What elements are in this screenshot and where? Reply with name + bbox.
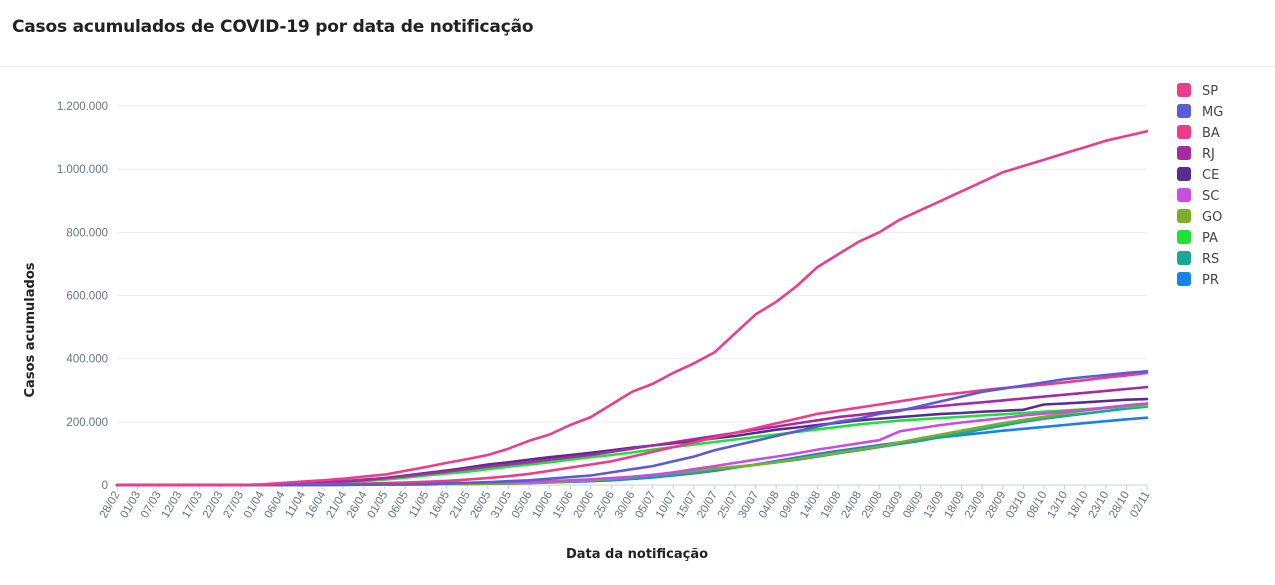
legend-swatch — [1177, 104, 1191, 118]
y-tick-label: 600.000 — [66, 291, 108, 303]
y-tick-label: 1.000.000 — [57, 164, 108, 176]
x-tick-label: 06/05 — [386, 490, 411, 521]
legend-item-pa[interactable]: PA — [1177, 230, 1218, 246]
legend-label: CE — [1202, 168, 1219, 183]
legend-item-pr[interactable]: PR — [1177, 272, 1219, 288]
legend-label: PR — [1202, 273, 1219, 288]
series-line-ce — [115, 397, 1149, 487]
legend-item-rs[interactable]: RS — [1177, 251, 1219, 267]
legend-swatch — [1177, 188, 1191, 202]
legend-label: BA — [1202, 126, 1220, 141]
legend-label: SP — [1202, 84, 1218, 99]
legend-swatch — [1177, 272, 1191, 286]
y-tick-label: 400.000 — [66, 354, 108, 366]
legend: SP MG BA RJ CE SC GO PA RS PR — [1177, 83, 1223, 288]
legend-swatch — [1177, 230, 1191, 244]
legend-label: GO — [1202, 210, 1222, 225]
legend-swatch — [1177, 83, 1191, 97]
legend-item-sp[interactable]: SP — [1177, 83, 1218, 99]
legend-label: MG — [1202, 105, 1223, 120]
y-tick-label: 200.000 — [66, 417, 108, 429]
x-axis-title: Data da notificação — [566, 547, 708, 562]
series-line-sp — [115, 130, 1149, 487]
legend-label: RS — [1202, 252, 1219, 267]
y-tick-label: 800.000 — [66, 227, 108, 239]
legend-label: PA — [1202, 231, 1218, 246]
header-bar: Casos acumulados de COVID-19 por data de… — [0, 0, 1275, 67]
legend-item-sc[interactable]: SC — [1177, 188, 1219, 204]
legend-item-mg[interactable]: MG — [1177, 104, 1223, 120]
legend-item-rj[interactable]: RJ — [1177, 146, 1215, 162]
grid-lines — [117, 105, 1147, 423]
legend-swatch — [1177, 209, 1191, 223]
legend-swatch — [1177, 125, 1191, 139]
legend-label: SC — [1202, 189, 1219, 204]
legend-swatch — [1177, 251, 1191, 265]
series-line-pa — [115, 404, 1149, 487]
series-lines — [115, 130, 1149, 487]
legend-swatch — [1177, 167, 1191, 181]
legend-item-ce[interactable]: CE — [1177, 167, 1219, 183]
x-axis-ticks: 28/0201/0307/0312/0317/0322/0327/0301/04… — [98, 485, 1153, 520]
chart-title: Casos acumulados de COVID-19 por data de… — [12, 17, 534, 37]
x-tick-label: 28/10 — [1107, 490, 1132, 521]
series-line-mg — [115, 369, 1149, 487]
legend-item-go[interactable]: GO — [1177, 209, 1222, 225]
y-tick-label: 1.200.000 — [57, 101, 108, 113]
y-axis-title: Casos acumulados — [23, 262, 38, 397]
x-tick-label: 02/11 — [1128, 490, 1152, 520]
legend-swatch — [1177, 146, 1191, 160]
legend-item-ba[interactable]: BA — [1177, 125, 1220, 141]
legend-label: RJ — [1202, 147, 1215, 162]
y-axis-ticks: 0 200.000 400.000 600.000 800.000 1.000.000 1.… — [57, 101, 108, 492]
x-tick-label: 06/04 — [263, 489, 288, 520]
y-tick-label: 0 — [102, 480, 108, 492]
